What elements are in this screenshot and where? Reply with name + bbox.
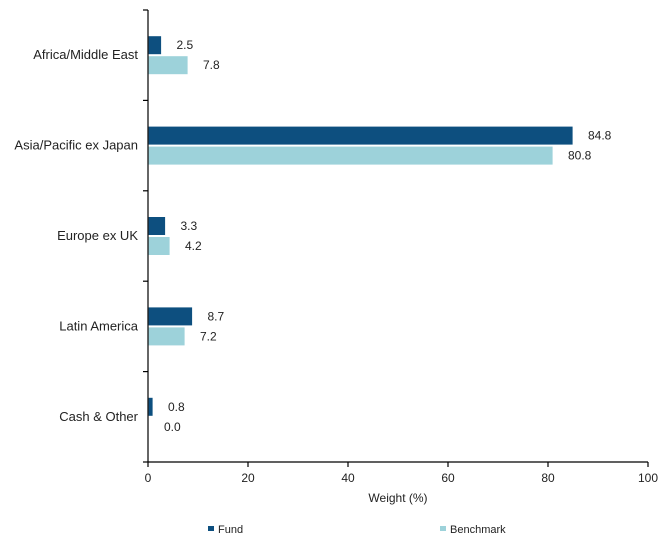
benchmark-bar [148,237,170,255]
x-tick-label: 0 [145,471,152,485]
x-tick-label: 80 [541,471,555,485]
axes-layer [143,9,649,467]
x-tick-label: 40 [341,471,355,485]
benchmark-legend-label: Benchmark [450,524,506,536]
category-label: Europe ex UK [57,228,138,243]
benchmark-bar [148,146,553,165]
legend: Fund Benchmark [208,524,506,536]
x-tick-label: 100 [638,471,658,485]
fund-bar [148,397,153,416]
fund-value-label: 2.5 [177,38,194,52]
fund-legend-swatch [208,526,214,531]
category-label: Cash & Other [59,409,138,424]
fund-value-label: 84.8 [588,129,612,143]
category-label: Asia/Pacific ex Japan [14,138,138,153]
category-labels: Africa/Middle East Asia/Pacific ex Japan E… [14,47,138,424]
fund-legend-label: Fund [218,524,243,536]
benchmark-value-label: 7.8 [203,58,220,72]
fund-value-label: 3.3 [181,219,198,233]
benchmark-value-label: 80.8 [568,149,592,163]
category-label: Latin America [59,318,139,333]
category-label: Africa/Middle East [33,47,138,62]
benchmark-legend-swatch [440,526,446,531]
x-tick-label: 20 [241,471,255,485]
benchmark-bar [148,56,188,75]
fund-bar [148,126,573,145]
fund-value-label: 8.7 [208,309,225,323]
benchmark-bar [148,327,185,346]
benchmark-value-label: 7.2 [200,329,217,343]
fund-value-label: 0.8 [168,400,185,414]
fund-bar [148,217,166,235]
fund-bar [148,36,162,55]
bars-layer: 2.5 7.8 84.8 80.8 3.3 4.2 8.7 7.2 0.8 0.0 [148,36,612,434]
x-axis-title: Weight (%) [368,491,427,505]
x-tick-label: 60 [441,471,455,485]
benchmark-value-label: 0.0 [164,420,181,434]
x-tick-labels: 0 20 40 60 80 100 [145,471,659,485]
fund-bar [148,307,193,326]
benchmark-value-label: 4.2 [185,239,202,253]
